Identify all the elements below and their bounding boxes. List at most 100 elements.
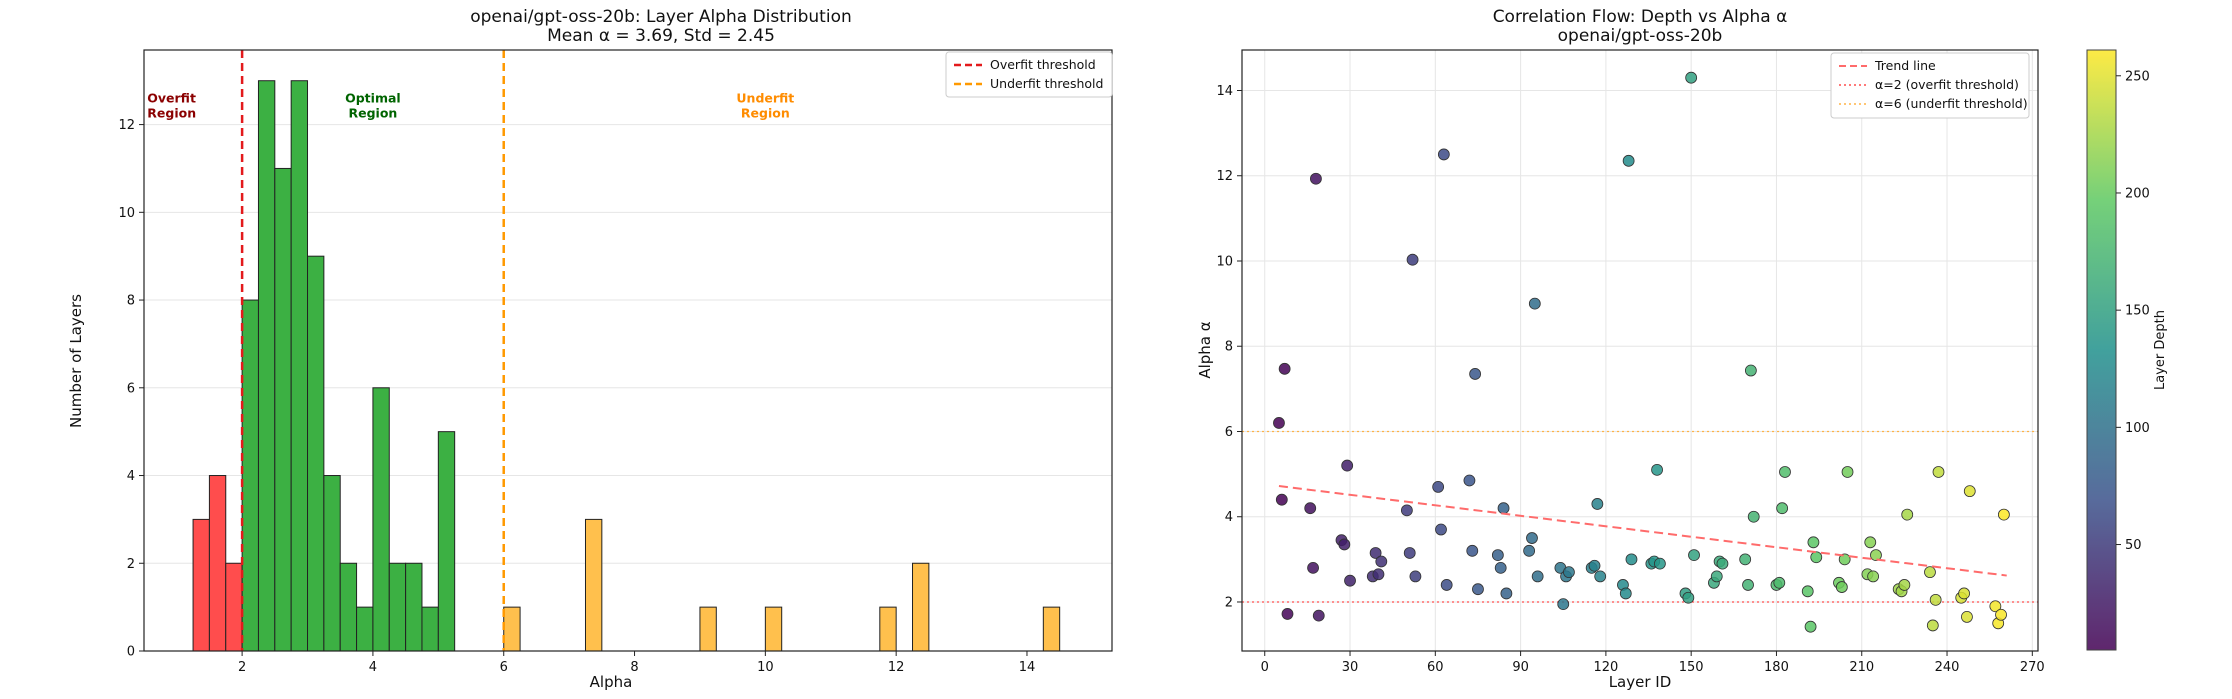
scatter-point xyxy=(1531,570,1544,583)
region-label: Region xyxy=(147,106,196,121)
scatter-point xyxy=(1310,172,1322,185)
colorbar-tick-label: 250 xyxy=(2125,69,2150,84)
scatter-point xyxy=(1437,148,1450,161)
scatter-point xyxy=(1776,502,1789,515)
legend-underfit-label: Underfit threshold xyxy=(990,76,1103,91)
scatter-points xyxy=(1273,71,2010,633)
scatter-point xyxy=(1341,459,1354,472)
scatter-point xyxy=(1688,549,1700,561)
x-tick-label: 0 xyxy=(1261,660,1269,675)
scatter-point xyxy=(1466,544,1479,557)
histogram-bar xyxy=(405,562,423,652)
scatter-point xyxy=(1400,504,1413,517)
scatter-point xyxy=(1307,561,1319,574)
histogram-bar xyxy=(764,606,783,652)
histogram-bar xyxy=(274,167,292,652)
scatter-grid xyxy=(1242,50,2038,651)
scatter-point xyxy=(1369,547,1382,559)
scatter-point xyxy=(1375,555,1388,568)
histogram-bar xyxy=(339,562,358,652)
scatter-title: Correlation Flow: Depth vs Alpha α xyxy=(1493,7,1788,27)
scatter-point xyxy=(1273,417,1285,429)
scatter-point xyxy=(1278,362,1291,375)
x-tick-label: 12 xyxy=(888,660,905,675)
scatter-point xyxy=(1563,566,1575,579)
y-tick-label: 10 xyxy=(1216,254,1233,269)
x-tick-label: 6 xyxy=(500,660,508,675)
y-tick-label: 4 xyxy=(127,469,135,484)
scatter-point xyxy=(1841,466,1854,478)
scatter-point xyxy=(1929,593,1942,606)
histogram-bar xyxy=(879,606,897,652)
scatter-point xyxy=(1619,587,1632,600)
histogram-bar xyxy=(372,387,390,652)
scatter-point xyxy=(1747,510,1760,523)
scatter-point xyxy=(1594,570,1607,583)
legend-alpha2-label: α=2 (overfit threshold) xyxy=(1875,77,2019,92)
scatter-point xyxy=(1773,576,1786,589)
colorbar-gradient xyxy=(2086,49,2117,651)
scatter-point xyxy=(1804,620,1817,633)
histogram-y-axis-label: Number of Layers xyxy=(67,294,85,428)
scatter-legend-box xyxy=(1830,52,2030,119)
legend-trend-label: Trend line xyxy=(1874,58,1936,73)
y-tick-label: 6 xyxy=(127,381,135,396)
scatter-point xyxy=(1997,508,2010,521)
y-tick-label: 4 xyxy=(1225,510,1233,525)
region-label: Region xyxy=(741,106,790,121)
histogram-bar xyxy=(503,606,521,652)
scatter-point xyxy=(1995,608,2007,621)
region-label: Underfit xyxy=(736,91,794,106)
scatter-point xyxy=(1779,466,1791,478)
x-tick-label: 210 xyxy=(1849,660,1874,675)
scatter-y-axis-label: Alpha α xyxy=(1196,321,1214,378)
x-tick-label: 180 xyxy=(1764,660,1789,675)
histogram-bar xyxy=(421,606,439,652)
colorbar-tick-label: 150 xyxy=(2125,304,2150,319)
histogram-x-axis-label: Alpha xyxy=(590,673,633,691)
y-tick-label: 2 xyxy=(127,557,135,572)
scatter-point xyxy=(1870,549,1882,561)
scatter-point xyxy=(1801,585,1814,598)
scatter-point xyxy=(1500,587,1513,600)
histogram-bar xyxy=(584,518,603,652)
scatter-point xyxy=(1491,549,1504,561)
scatter-plot-frame xyxy=(1241,49,2039,652)
scatter-point xyxy=(1406,253,1419,266)
scatter-point xyxy=(1591,498,1604,510)
scatter-point xyxy=(1497,502,1510,515)
histogram-bar xyxy=(912,562,930,652)
scatter-point xyxy=(1344,574,1356,587)
scatter-x-ticks: 0 30 60 90 120 150 180 210 240 270 xyxy=(1261,651,2045,675)
scatter-y-ticks: 2 4 6 8 10 12 14 xyxy=(1216,84,1242,610)
scatter-legend: Trend line α=2 (overfit threshold) α=6 (… xyxy=(1830,52,2030,119)
scatter-point xyxy=(1963,485,1976,498)
histogram-thresholds xyxy=(240,50,505,651)
scatter-point xyxy=(1926,619,1939,632)
region-label: Region xyxy=(349,106,398,121)
colorbar-tick-label: 100 xyxy=(2125,421,2150,436)
scatter-trend-line xyxy=(1278,485,2007,577)
x-tick-label: 120 xyxy=(1593,660,1618,675)
scatter-point xyxy=(1838,553,1851,566)
scatter-point xyxy=(1403,547,1416,559)
scatter-point xyxy=(1932,466,1945,478)
histogram-subtitle: Mean α = 3.69, Std = 2.45 xyxy=(547,26,775,46)
colorbar-label: Layer Depth xyxy=(2153,310,2168,390)
scatter-x-axis-label: Layer ID xyxy=(1609,673,1672,691)
histogram-bar xyxy=(241,299,259,652)
y-tick-label: 12 xyxy=(118,118,135,133)
scatter-point xyxy=(1523,544,1536,557)
scatter-point xyxy=(1472,583,1484,596)
scatter-point xyxy=(1588,559,1601,572)
x-tick-label: 150 xyxy=(1679,660,1704,675)
scatter-point xyxy=(1432,480,1445,493)
scatter-point xyxy=(1312,609,1325,622)
y-tick-label: 14 xyxy=(1216,84,1233,99)
histogram-bar xyxy=(388,562,407,652)
scatter-point xyxy=(1528,297,1541,310)
scatter-point xyxy=(1710,570,1723,583)
y-tick-label: 8 xyxy=(1225,340,1233,355)
x-tick-label: 8 xyxy=(630,660,638,675)
